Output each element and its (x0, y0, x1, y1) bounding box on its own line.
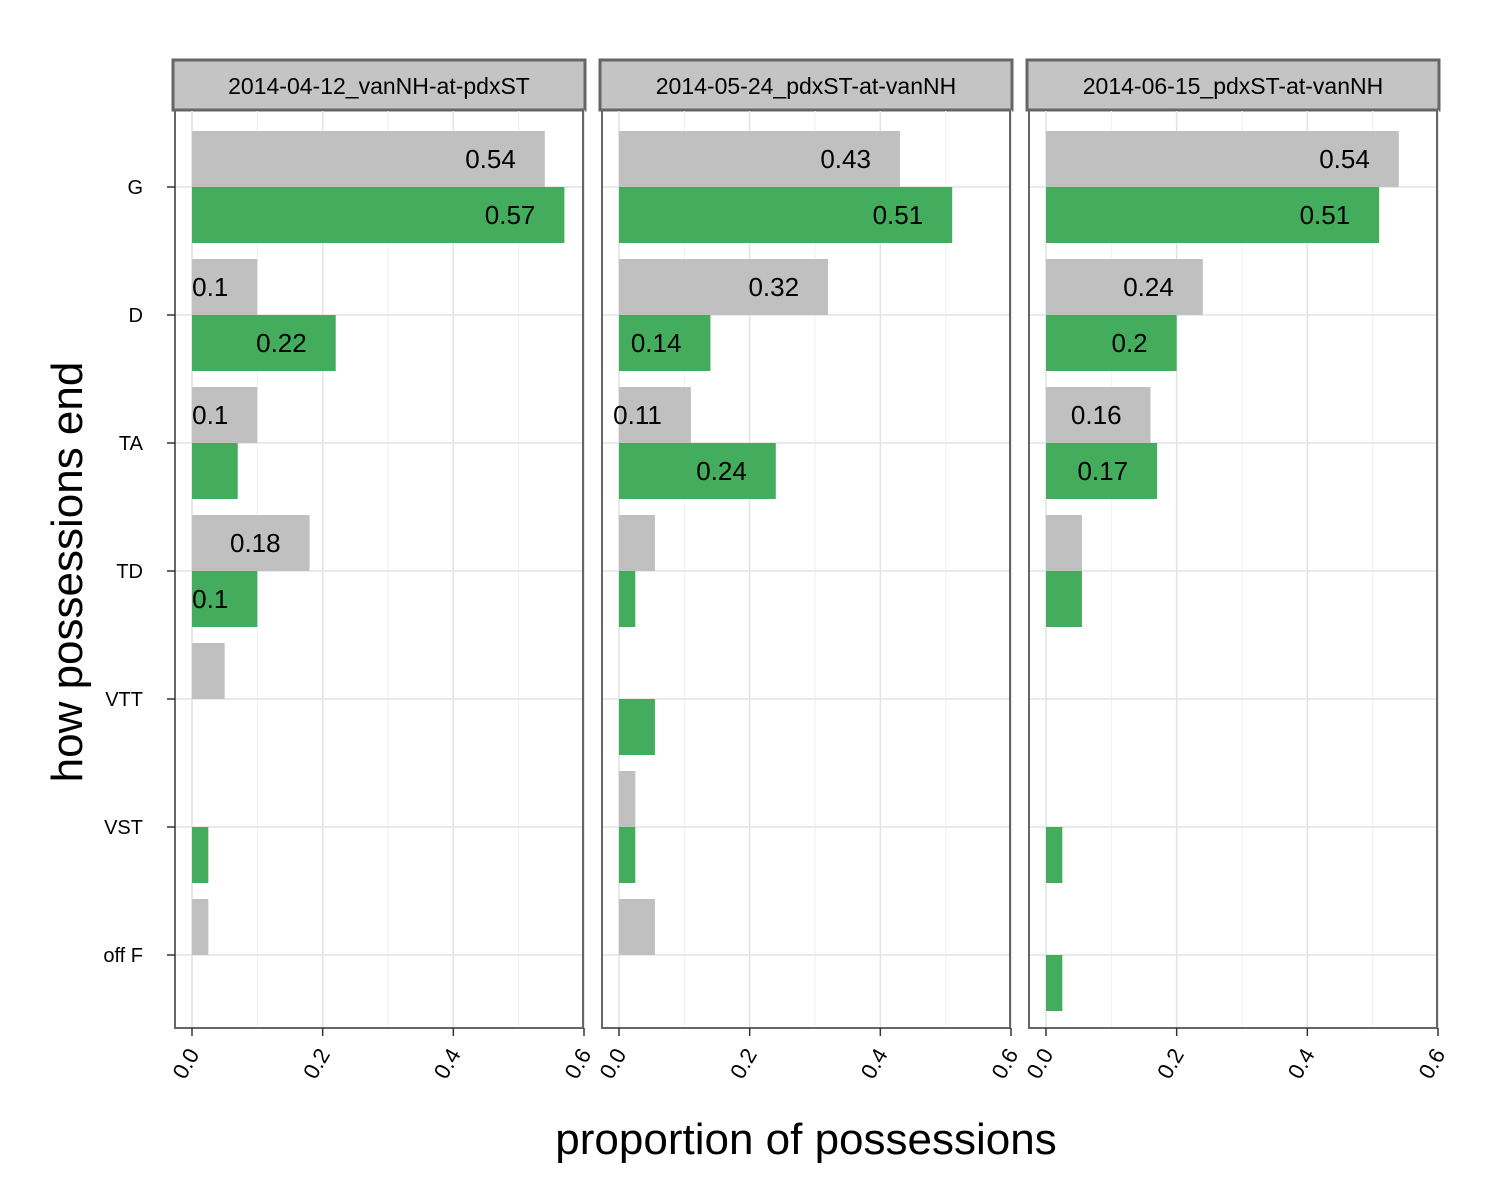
bar (1046, 259, 1203, 315)
y-category-label: G (127, 177, 143, 199)
bar (619, 571, 636, 627)
bar-value-label: 0.43 (820, 144, 871, 174)
bar (192, 443, 238, 499)
bar (619, 387, 691, 443)
bar (192, 187, 565, 243)
facet-panel: 2014-04-12_vanNH-at-pdxST0.540.10.10.180… (167, 58, 596, 1083)
bar-value-label: 0.17 (1077, 456, 1128, 486)
y-category-label: TD (116, 561, 143, 583)
bar-value-label: 0.1 (192, 272, 228, 302)
facet-title: 2014-05-24_pdxST-at-vanNH (656, 73, 956, 99)
panel-border (174, 109, 584, 1029)
bar (192, 571, 258, 627)
bar-value-label: 0.32 (748, 272, 799, 302)
x-tick-label: 0.6 (1413, 1044, 1450, 1083)
bar-value-label: 0.1 (192, 584, 228, 614)
bar (1046, 187, 1380, 243)
bar (192, 515, 310, 571)
bar (1046, 827, 1063, 883)
y-category-label: D (129, 305, 143, 327)
bar-value-label: 0.1 (192, 400, 228, 430)
x-tick-label: 0.4 (856, 1044, 893, 1083)
bar (619, 259, 829, 315)
bar-value-label: 0.16 (1071, 400, 1122, 430)
y-category-label: TA (119, 433, 144, 455)
bar (1046, 515, 1082, 571)
bar (192, 131, 545, 187)
bar (619, 187, 953, 243)
bar-value-label: 0.57 (485, 200, 536, 230)
facet-strip (1025, 58, 1441, 112)
bar (192, 387, 258, 443)
bar (619, 827, 636, 883)
bar (619, 899, 655, 955)
x-tick-label: 0.0 (1021, 1044, 1058, 1083)
bar-value-label: 0.2 (1112, 328, 1148, 358)
bar (1046, 131, 1399, 187)
y-category-label: VST (104, 817, 143, 839)
facet-panel: 2014-05-24_pdxST-at-vanNH 0.43 0.32 0.11 0.5… (594, 58, 1023, 1083)
x-tick-label: 0.2 (298, 1044, 335, 1083)
x-tick-label: 0.6 (986, 1044, 1023, 1083)
y-category-label: off F (103, 945, 143, 967)
facet-title: 2014-06-15_pdxST-at-vanNH (1083, 73, 1383, 99)
x-tick-label: 0.4 (429, 1044, 466, 1083)
bar (619, 443, 776, 499)
bar-value-label: 0.18 (230, 528, 281, 558)
bar (1046, 387, 1151, 443)
x-tick-label: 0.2 (725, 1044, 762, 1083)
x-tick-label: 0.2 (1152, 1044, 1189, 1083)
bar (192, 315, 336, 371)
bar (192, 827, 209, 883)
y-category-labels: G D TA TD VTT VST off F (103, 177, 175, 967)
bar (619, 315, 711, 371)
facet-strip (171, 58, 587, 112)
x-axis-title: proportion of possessions (555, 1115, 1056, 1164)
panel-border (1028, 109, 1438, 1029)
bar-value-label: 0.24 (696, 456, 747, 486)
y-category-label: VTT (105, 689, 143, 711)
bar-value-label: 0.51 (873, 200, 924, 230)
facet-strip (598, 58, 1014, 112)
bar (619, 515, 655, 571)
x-tick-label: 0.4 (1283, 1044, 1320, 1083)
y-axis-title: how possessions end (43, 362, 92, 783)
facet-panel: 2014-06-15_pdxST-at-vanNH 0.54 0.24 0.16 0.5… (1021, 58, 1450, 1083)
facets: 2014-04-12_vanNH-at-pdxST0.540.10.10.180… (167, 58, 1450, 1083)
bar-value-label: 0.22 (256, 328, 307, 358)
panel-border (601, 109, 1011, 1029)
bar (619, 699, 655, 755)
bar (192, 643, 225, 699)
bar (619, 131, 900, 187)
bar-value-label: 0.11 (613, 400, 662, 430)
bar-value-label: 0.24 (1123, 272, 1174, 302)
x-tick-label: 0.0 (167, 1044, 204, 1083)
bar-value-label: 0.51 (1300, 200, 1351, 230)
facet-title: 2014-04-12_vanNH-at-pdxST (228, 73, 530, 99)
bar-value-label: 0.14 (631, 328, 682, 358)
bar-value-label: 0.54 (465, 144, 516, 174)
bar (1046, 571, 1082, 627)
x-tick-label: 0.0 (594, 1044, 631, 1083)
bar (192, 259, 258, 315)
bar (1046, 315, 1177, 371)
x-tick-label: 0.6 (559, 1044, 596, 1083)
bar (1046, 443, 1158, 499)
bar (192, 899, 209, 955)
bar-value-label: 0.54 (1319, 144, 1370, 174)
bar (1046, 955, 1063, 1011)
bar (619, 771, 636, 827)
